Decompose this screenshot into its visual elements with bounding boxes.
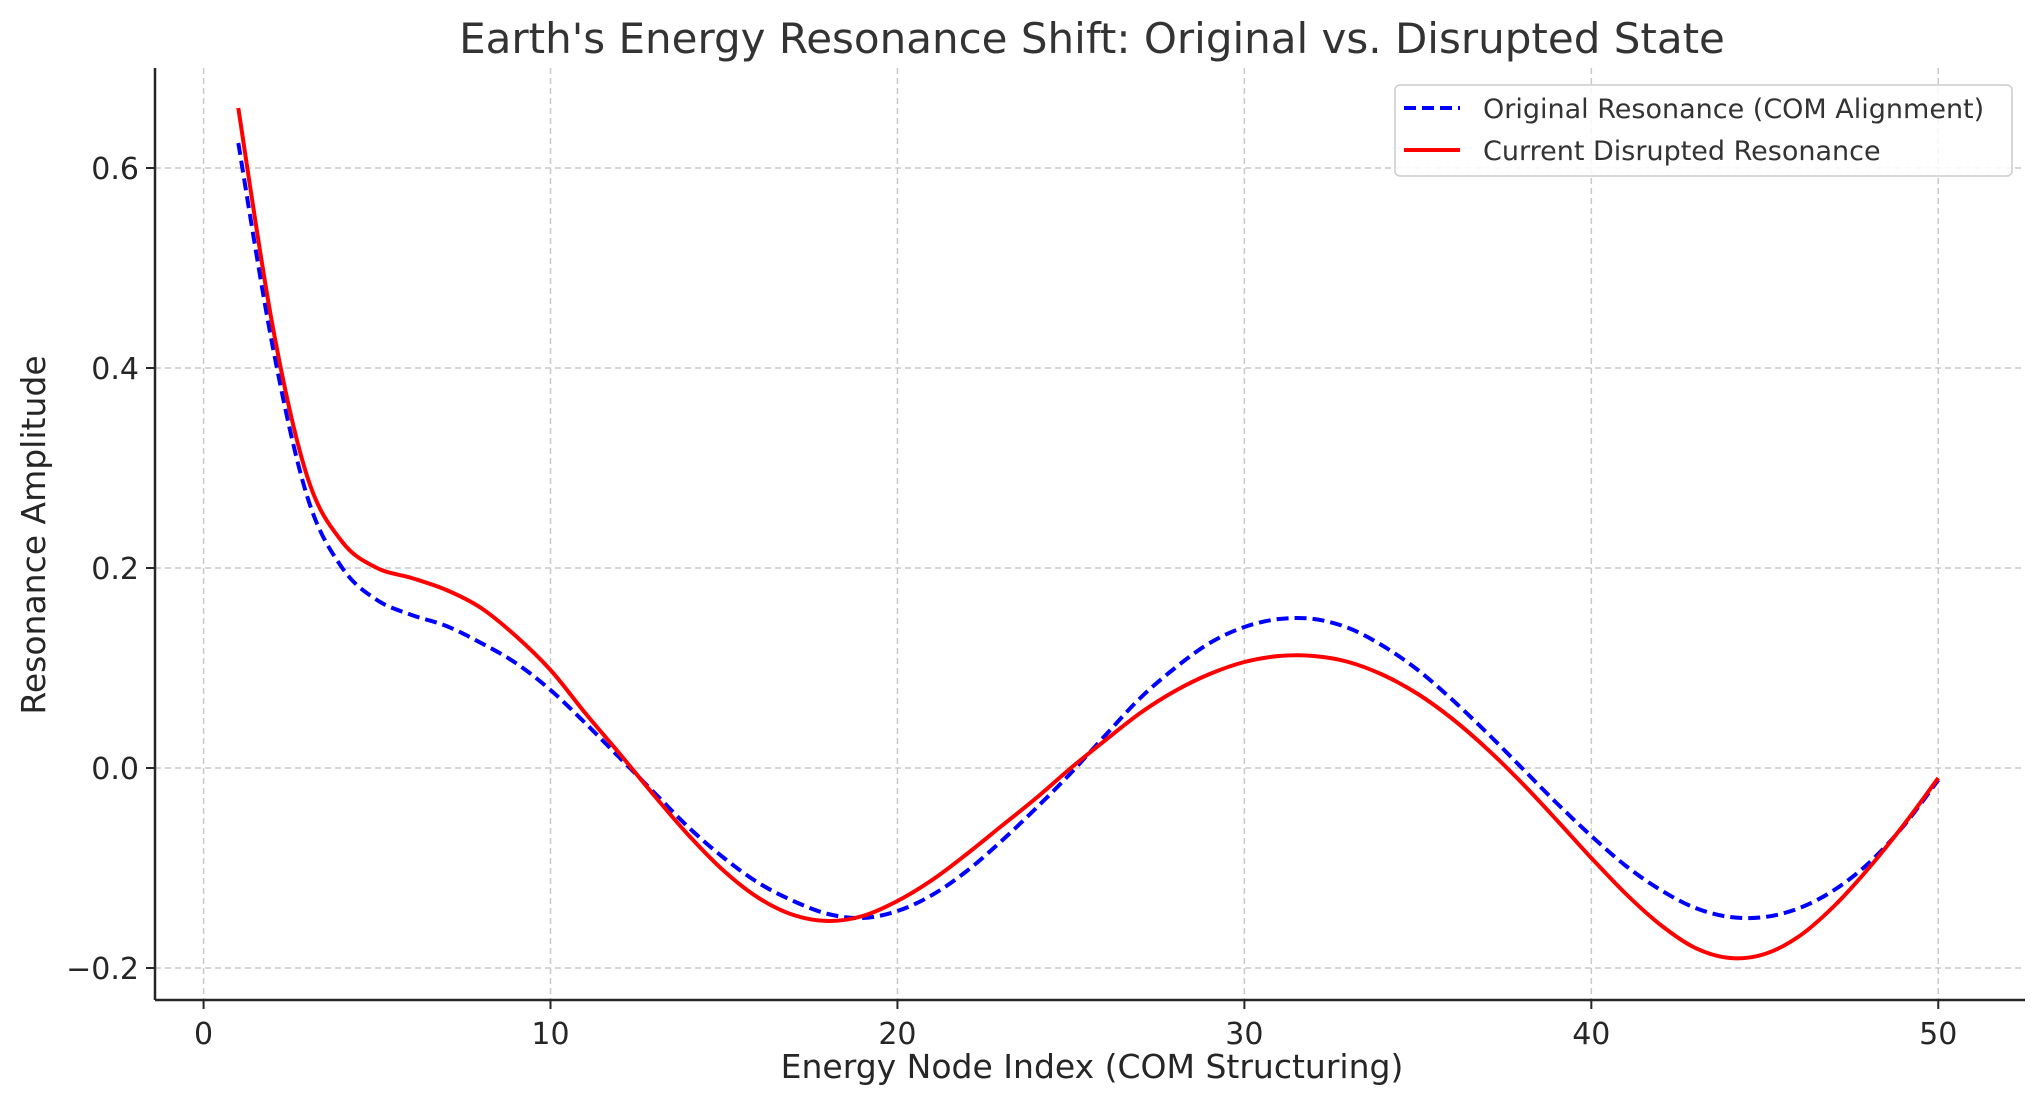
y-tick-label: −0.2 [66, 952, 139, 987]
x-tick-label: 20 [878, 1017, 916, 1052]
series-line-original [236, 142, 1940, 921]
y-tick-label: 0.4 [91, 352, 139, 387]
legend-label-original: Original Resonance (COM Alignment) [1483, 94, 1984, 125]
x-tick-label: 30 [1225, 1017, 1263, 1052]
y-axis-label: Resonance Amplitude [14, 355, 53, 714]
series-line-disrupted [236, 107, 1940, 961]
x-tick-label: 0 [194, 1017, 213, 1052]
x-axis-ticks: 0 10 20 30 40 50 [194, 1000, 1957, 1052]
axes-spines [153, 68, 2025, 1002]
x-tick-label: 10 [531, 1017, 569, 1052]
chart-title: Earth's Energy Resonance Shift: Original… [459, 14, 1725, 63]
legend: Original Resonance (COM Alignment) Curre… [1394, 84, 2013, 177]
series-lines [236, 107, 1940, 961]
legend-frame [1394, 84, 2013, 177]
x-tick-label: 50 [1919, 1017, 1957, 1052]
grid-lines [155, 68, 2025, 1000]
x-axis-label: Energy Node Index (COM Structuring) [781, 1047, 1404, 1086]
x-tick-label: 40 [1572, 1017, 1610, 1052]
y-tick-label: 0.2 [91, 552, 139, 587]
y-tick-label: 0.6 [91, 152, 139, 187]
y-tick-label: 0.0 [91, 752, 139, 787]
legend-label-disrupted: Current Disrupted Resonance [1483, 136, 1881, 167]
y-axis-ticks: −0.2 0.0 0.2 0.4 0.6 [66, 152, 155, 987]
